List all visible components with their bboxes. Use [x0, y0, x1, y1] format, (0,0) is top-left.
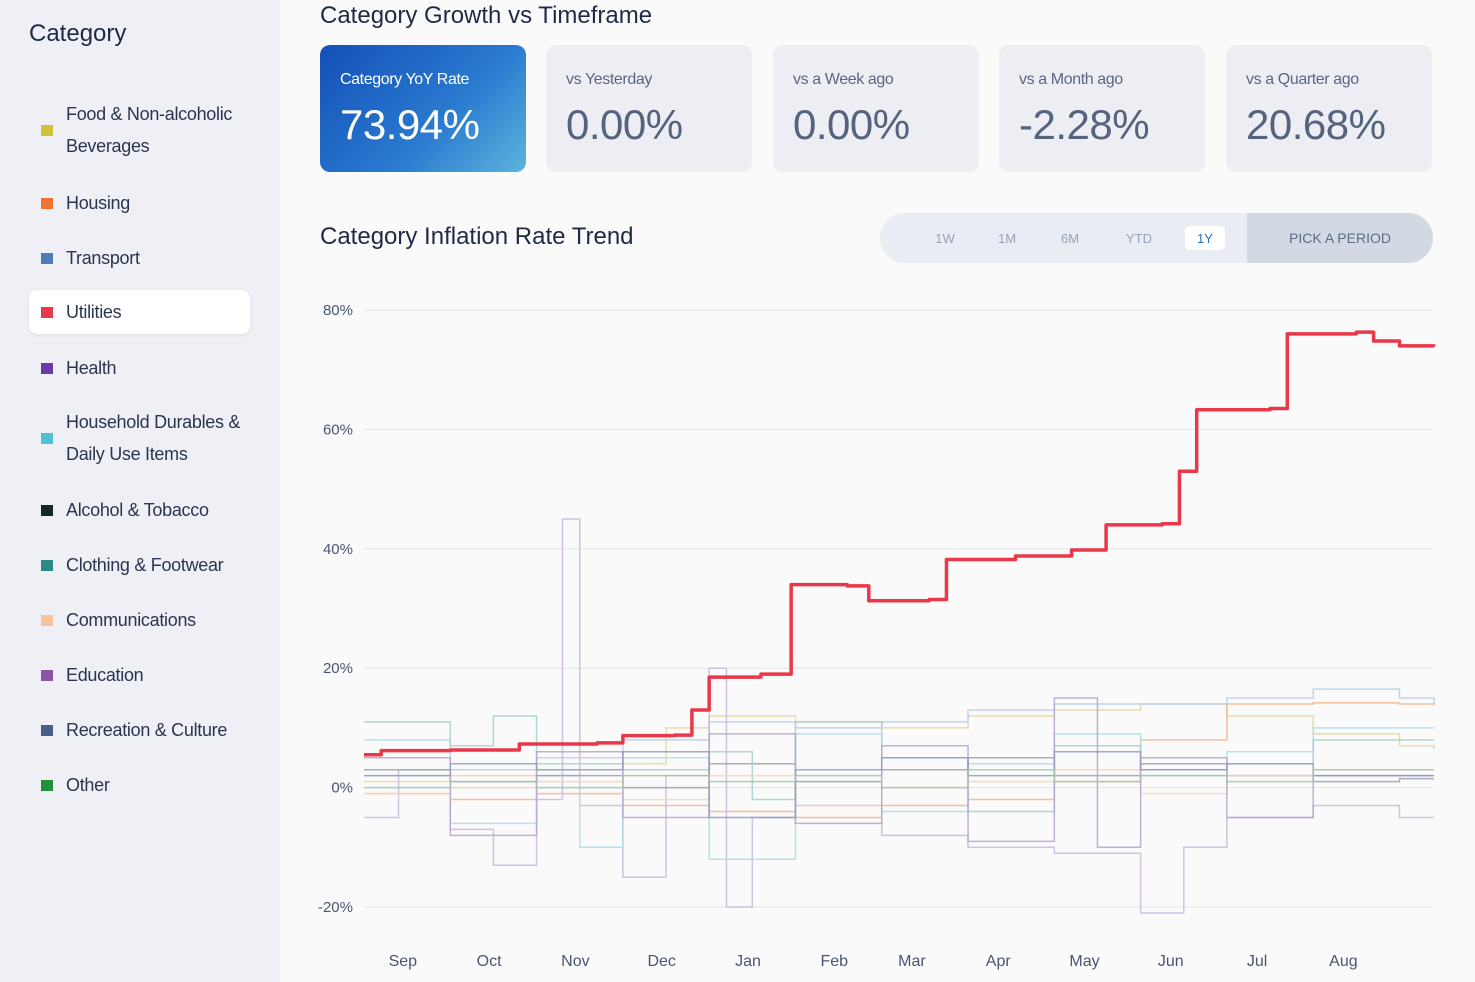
color-swatch: [41, 432, 53, 444]
sidebar-item-label: Clothing & Footwear: [66, 555, 224, 575]
y-tick-label: 80%: [323, 302, 353, 319]
series-line: [364, 768, 1434, 789]
color-swatch: [41, 306, 53, 318]
x-tick-label: Aug: [1329, 953, 1357, 970]
series-line: [364, 727, 1434, 860]
card-value: 0.00%: [793, 101, 910, 148]
sidebar-item[interactable]: Household Durables & Daily Use Items: [29, 406, 250, 470]
x-tick-label: Jul: [1247, 953, 1267, 970]
card-label: vs a Week ago: [793, 71, 894, 88]
x-tick-label: Nov: [561, 953, 589, 970]
inflation-trend-chart: 80% 60% 40% 20% 0% -20% Sep Oct Nov Dec Jan Feb Mar A…: [318, 302, 1436, 970]
comparison-card: vs a Month ago -2.28%: [999, 45, 1205, 172]
period-button[interactable]: 6M: [1060, 230, 1080, 246]
category-sidebar: Category Food & Non-alcoholic Beverages H…: [0, 0, 280, 982]
series-line: [364, 757, 1434, 789]
card-label: vs Yesterday: [566, 71, 652, 88]
comparison-card: vs a Quarter ago 20.68%: [1226, 45, 1432, 172]
card-value: 20.68%: [1246, 101, 1386, 148]
sidebar-item-label: Food & Non-alcoholic Beverages: [66, 104, 233, 156]
sidebar-item[interactable]: Clothing & Footwear: [29, 549, 250, 581]
x-tick-label: Jun: [1158, 953, 1184, 970]
sidebar-item[interactable]: Communications: [29, 604, 250, 636]
card-label: vs a Month ago: [1019, 71, 1123, 88]
color-swatch: [41, 362, 53, 374]
card-label: vs a Quarter ago: [1246, 71, 1359, 88]
x-tick-label: Sep: [389, 953, 418, 970]
sidebar-item[interactable]: Alcohol & Tobacco: [29, 494, 250, 526]
period-button[interactable]: 1M: [997, 230, 1017, 246]
sidebar-item-label: Education: [66, 665, 144, 685]
series-line: [364, 751, 1434, 819]
x-tick-label: Jan: [735, 953, 761, 970]
color-swatch: [41, 252, 53, 264]
color-swatch: [41, 559, 53, 571]
color-swatch: [41, 124, 53, 136]
card-value: -2.28%: [1019, 101, 1150, 148]
sidebar-item-label: Transport: [66, 248, 140, 268]
color-swatch: [41, 669, 53, 681]
comparison-card: vs Yesterday 0.00%: [546, 45, 752, 172]
x-tick-label: Mar: [898, 953, 926, 970]
utilities-series-line: [364, 330, 1436, 757]
y-tick-label: 0%: [331, 780, 353, 797]
sidebar-item-label: Other: [66, 775, 110, 795]
card-value: 0.00%: [566, 101, 683, 148]
x-tick-label: May: [1069, 953, 1099, 970]
color-swatch: [41, 504, 53, 516]
series-line: [364, 688, 1435, 777]
period-button[interactable]: YTD: [1126, 230, 1152, 246]
sidebar-item[interactable]: Transport: [29, 242, 250, 274]
sidebar-item[interactable]: Food & Non-alcoholic Beverages: [29, 98, 250, 162]
y-tick-label: 60%: [323, 421, 353, 438]
sidebar-item[interactable]: Other: [29, 769, 250, 801]
x-tick-label: Oct: [477, 953, 502, 970]
color-swatch: [41, 779, 53, 791]
card-value: 73.94%: [340, 101, 480, 148]
sidebar-item-label: Communications: [66, 610, 196, 630]
color-swatch: [41, 197, 53, 209]
color-swatch: [41, 724, 53, 736]
sidebar-title: Category: [29, 20, 127, 47]
series-line: [364, 702, 1435, 819]
yoy-rate-card: Category YoY Rate 73.94%: [320, 45, 526, 172]
sidebar-item[interactable]: Health: [29, 352, 250, 384]
sidebar-item[interactable]: Utilities: [29, 290, 250, 334]
period-button[interactable]: 1Y: [1185, 226, 1225, 250]
sidebar-item-label: Health: [66, 358, 117, 378]
sidebar-item[interactable]: Recreation & Culture: [29, 714, 250, 746]
page-title: Category Growth vs Timeframe: [320, 2, 653, 29]
comparison-card: vs a Week ago 0.00%: [773, 45, 979, 172]
card-label: Category YoY Rate: [340, 71, 470, 88]
y-tick-label: 20%: [323, 660, 353, 677]
sidebar-item-label: Utilities: [66, 302, 122, 322]
sidebar-item-label: Housing: [66, 193, 130, 213]
x-tick-label: Feb: [820, 953, 848, 970]
x-tick-label: Apr: [986, 953, 1012, 970]
sidebar-item-label: Alcohol & Tobacco: [66, 500, 209, 520]
pick-period-button[interactable]: PICK A PERIOD: [1247, 213, 1433, 263]
color-swatch: [41, 614, 53, 626]
trend-title: Category Inflation Rate Trend: [320, 223, 634, 250]
series-line: [364, 697, 1434, 849]
x-tick-label: Dec: [647, 953, 675, 970]
series-line: [364, 518, 1434, 914]
sidebar-item[interactable]: Housing: [29, 187, 250, 219]
y-tick-label: 40%: [323, 541, 353, 558]
sidebar-item-label: Household Durables & Daily Use Items: [66, 412, 241, 464]
y-tick-label: -20%: [318, 899, 353, 916]
sidebar-item[interactable]: Education: [29, 659, 250, 691]
sidebar-item-label: Recreation & Culture: [66, 720, 228, 740]
period-selector: 1W 1M 6M YTD 1Y PICK A PERIOD: [880, 213, 1433, 263]
period-button[interactable]: 1W: [935, 230, 955, 246]
